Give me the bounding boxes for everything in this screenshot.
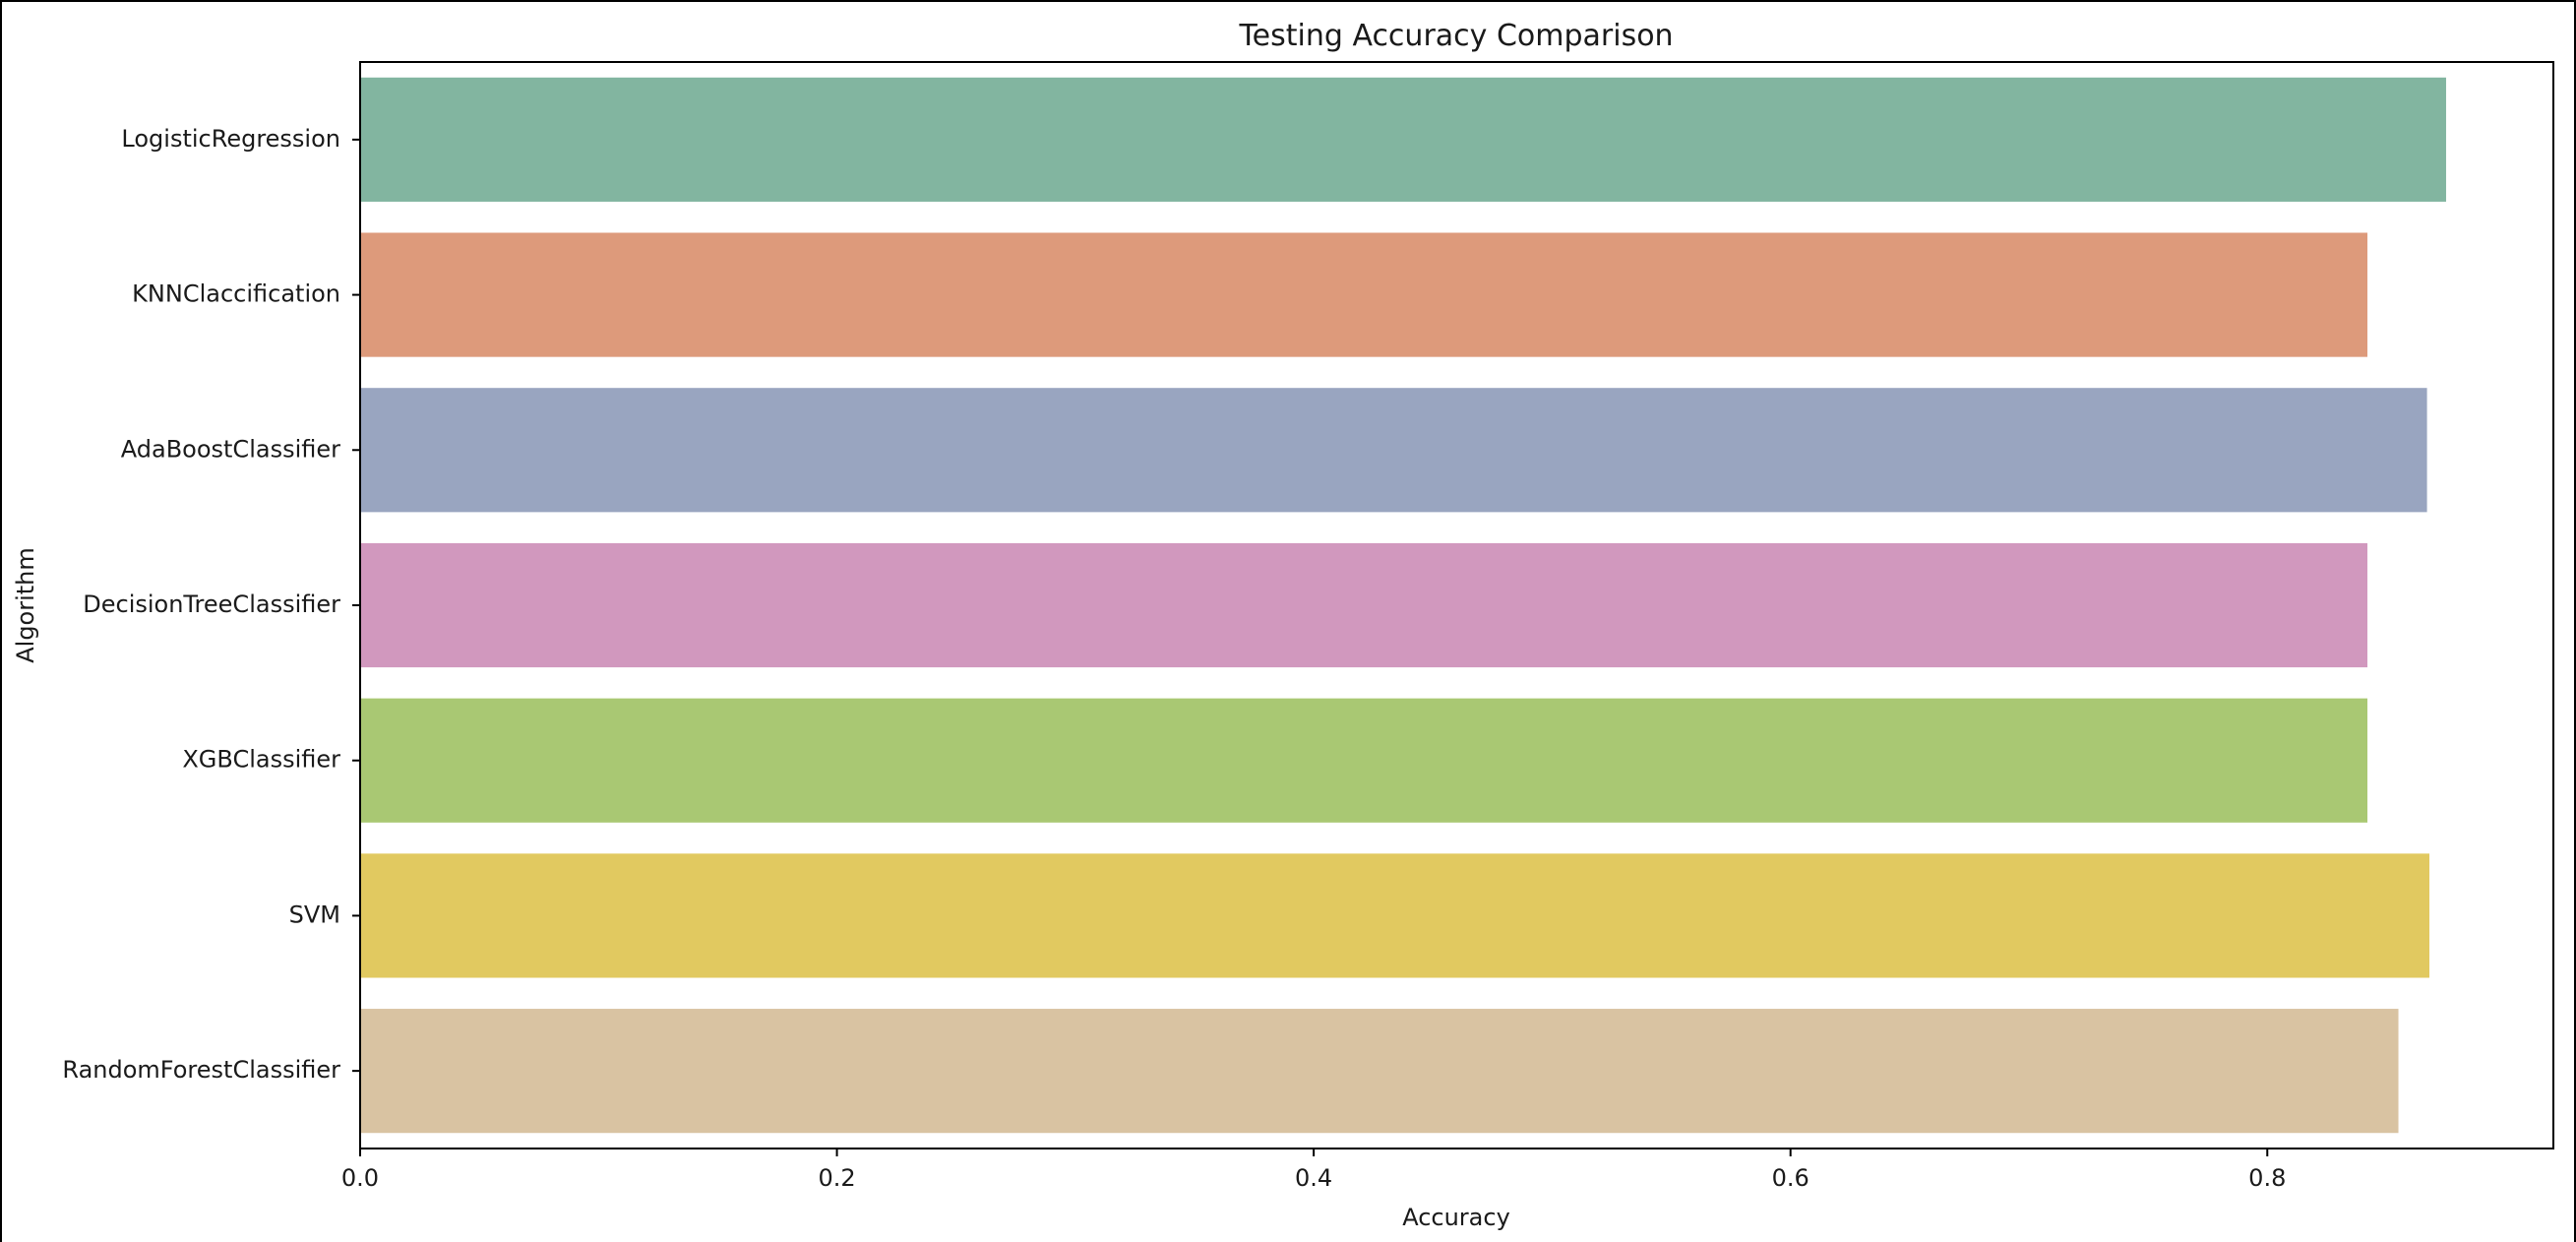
y-tick-label-svm: SVM [289, 900, 340, 928]
x-tick-label: 0.6 [1772, 1164, 1809, 1192]
bar-randomforestclassifier [360, 1009, 2399, 1134]
x-tick-label: 0.0 [341, 1164, 379, 1192]
bar-logisticregression [360, 77, 2446, 202]
y-tick-label-randomforestclassifier: RandomForestClassifier [62, 1056, 340, 1084]
y-axis-title: Algorithm [12, 547, 39, 663]
y-tick-label-logisticregression: LogisticRegression [121, 125, 340, 153]
y-tick-label-knnclaccification: KNNClaccification [132, 280, 340, 308]
x-axis-ticks: 0.0 0.2 0.4 0.6 0.8 [341, 1149, 2286, 1192]
y-axis-ticks: LogisticRegression KNNClaccification AdaBo… [62, 125, 360, 1084]
bar-adaboostclassifier [360, 388, 2427, 513]
y-tick-label-adaboostclassifier: AdaBoostClassifier [121, 435, 340, 463]
x-axis-title: Accuracy [1402, 1204, 1510, 1231]
y-tick-label-decisiontreeclassifier: DecisionTreeClassifier [83, 590, 340, 618]
x-tick-label: 0.4 [1295, 1164, 1332, 1192]
bar-xgbclassifier [360, 698, 2368, 823]
x-tick-label: 0.8 [2248, 1164, 2286, 1192]
x-tick-label: 0.2 [818, 1164, 855, 1192]
bar-svm [360, 853, 2430, 978]
plot-area-border [359, 61, 2554, 1149]
bar-knnclaccification [360, 232, 2368, 357]
chart-title: Testing Accuracy Comparison [1238, 19, 1673, 53]
bars [360, 77, 2446, 1134]
y-tick-label-xgbclassifier: XGBClassifier [182, 746, 340, 774]
bar-decisiontreeclassifier [360, 542, 2368, 668]
